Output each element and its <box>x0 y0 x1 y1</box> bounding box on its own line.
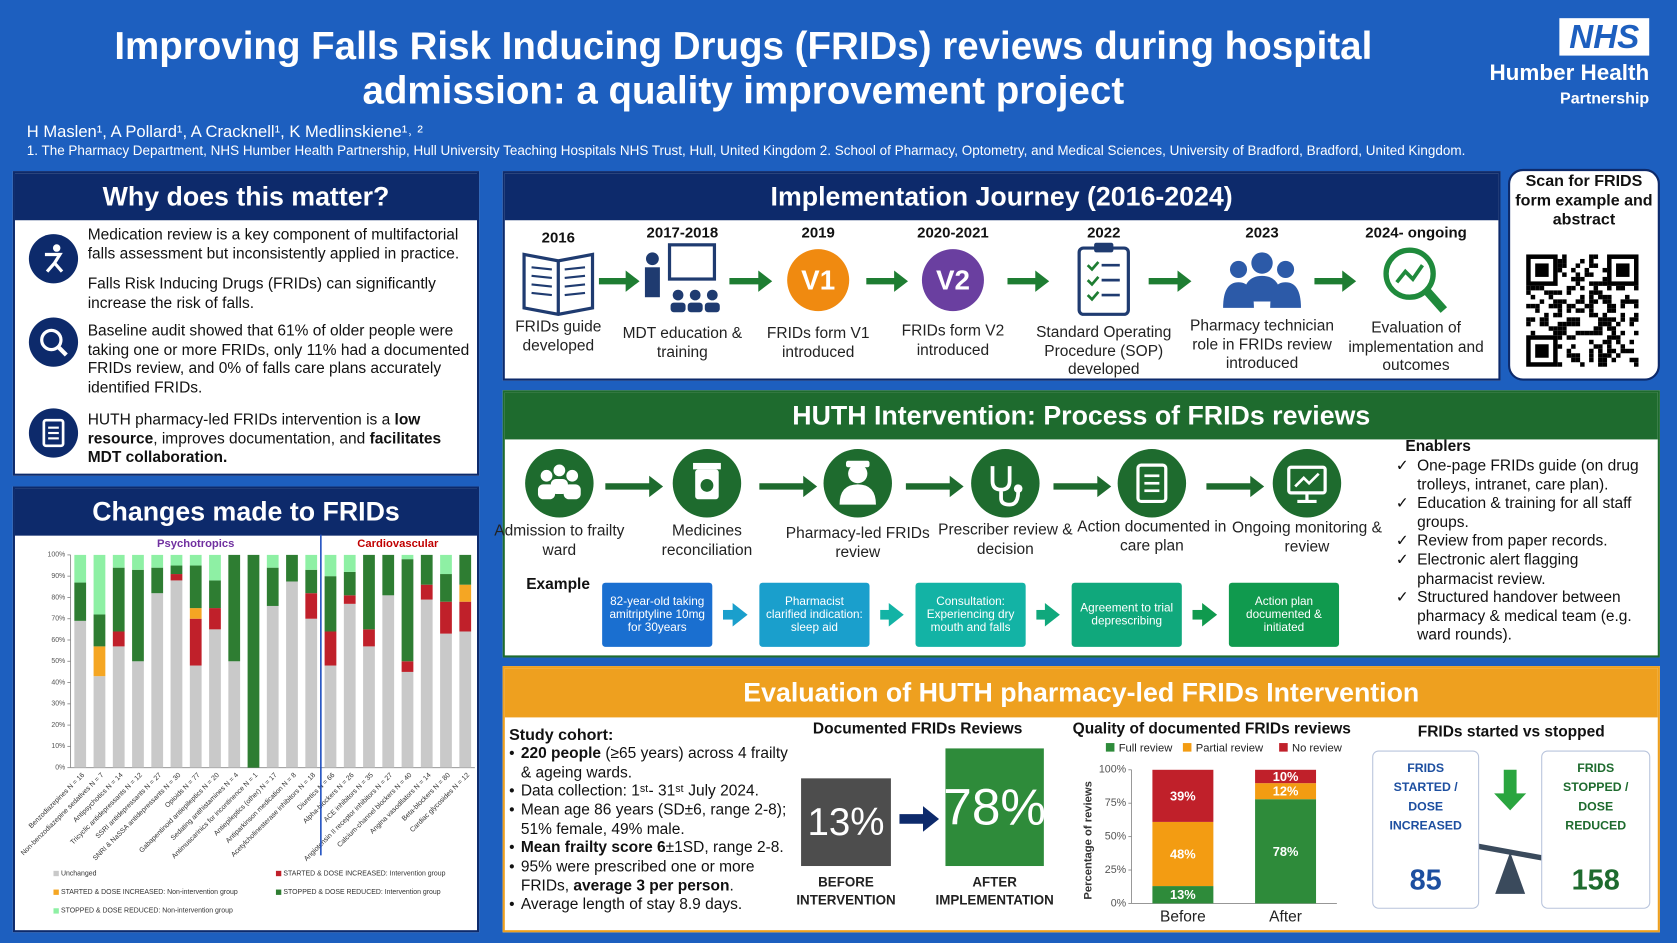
organisation: Partnership <box>1560 89 1650 108</box>
text-run: ±1SD, range 2-8. <box>665 839 784 857</box>
journey-year: 2019 <box>801 223 835 241</box>
bold-text: low resource <box>87 411 421 448</box>
cohort-item: Mean frailty score 6±1SD, range 2-8. <box>509 839 801 858</box>
why-item: HUTH pharmacy-led FRIDs intervention is … <box>88 412 473 468</box>
organisation: Humber Health <box>1489 60 1650 86</box>
enabler: Electronic alert flagging pharmacist rev… <box>1396 552 1654 589</box>
journey-year: 2016 <box>541 228 575 246</box>
started-box <box>1372 750 1480 909</box>
process-label: Prescriber review & decision <box>938 521 1073 558</box>
text-run: . <box>729 877 734 895</box>
stopped-count: 158 <box>1571 863 1620 896</box>
enabler: Review from paper records. <box>1396 532 1654 551</box>
before-box: 13% <box>801 778 891 867</box>
process-label: Action documented in care plan <box>1077 518 1227 555</box>
example-box: 82-year-old taking amitriptyline 10mg fo… <box>602 582 713 647</box>
documented-title: Documented FRIDs Reviews <box>812 720 1023 738</box>
stopped-label: FRIDS STOPPED / DOSE REDUCED <box>1563 762 1629 833</box>
example-box: Agreement to trial deprescribing <box>1071 582 1182 647</box>
why-item: Falls Risk Inducing Drugs (FRIDs) can si… <box>87 275 436 312</box>
text-run: , improves documentation, and <box>153 430 370 448</box>
panel-title: Evaluation of HUTH pharmacy-led FRIDs In… <box>504 668 1658 718</box>
journey-label: FRIDs guide developed <box>515 318 602 355</box>
panel-title: HUTH Intervention: Process of FRIDs revi… <box>504 392 1658 440</box>
enabler: Education & training for all staff group… <box>1396 495 1654 532</box>
bold-text: facilitates MDT collaboration. <box>87 430 442 467</box>
journey-label: Standard Operating Procedure (SOP) devel… <box>1036 323 1172 379</box>
journey-label: MDT education & training <box>622 325 743 361</box>
panel-title: Changes made to FRIDs <box>14 488 478 536</box>
process-label: Ongoing monitoring & review <box>1231 519 1382 556</box>
example-box: Action plan documented & initiated <box>1228 582 1340 647</box>
cohort-title: Study cohort: <box>509 725 614 745</box>
cohort-item: 95% were prescribed one or more FRIDs, a… <box>509 858 801 896</box>
cohort-item: Data collection: 1ˢᵗ- 31ˢᵗ July 2024. <box>509 783 801 802</box>
enabler: One-page FRIDs guide (on drug trolleys, … <box>1396 458 1654 495</box>
bold-text: average 3 per person <box>573 877 730 895</box>
why-item: Medication review is a key component of … <box>87 226 460 263</box>
journey-year: 2017-2018 <box>646 223 719 241</box>
bold-text: Mean frailty score 6 <box>520 839 666 857</box>
example-box: Consultation: Experiencing dry mouth and… <box>915 582 1026 647</box>
before-label: BEFORE INTERVENTION <box>796 874 896 908</box>
journey-label: Pharmacy technician role in FRIDs review… <box>1190 317 1335 373</box>
journey-label: Evaluation of implementation and outcome… <box>1348 319 1484 375</box>
panel-title: Implementation Journey (2016-2024) <box>504 173 1499 221</box>
process-label: Admission to frailty ward <box>494 522 625 559</box>
process-label: Medicines reconciliation <box>661 522 753 559</box>
journey-label: FRIDs form V1 introduced <box>766 325 870 361</box>
changes-panel: Changes made to FRIDs <box>12 486 480 933</box>
title-line: Improving Falls Risk Inducing Drugs (FRI… <box>114 23 1373 68</box>
authors: H Maslen¹, A Pollard¹, A Cracknell¹, K M… <box>26 122 423 142</box>
enablers-title: Enablers <box>1405 438 1471 456</box>
started-count: 85 <box>1409 863 1442 896</box>
journey-panel: Implementation Journey (2016-2024) <box>502 171 1501 381</box>
cohort-item: 220 people (≥65 years) across 4 frailty … <box>509 745 801 782</box>
journey-year: 2023 <box>1245 223 1279 241</box>
journey-year: 2022 <box>1087 223 1121 241</box>
after-label: AFTER IMPLEMENTATION <box>935 874 1054 908</box>
title-line: admission: a quality improvement project <box>362 68 1125 113</box>
started-stopped-title: FRIDs started vs stopped <box>1417 723 1605 741</box>
example-box: Pharmacist clarified indication: sleep a… <box>759 582 870 647</box>
journey-label: FRIDs form V2 introduced <box>901 322 1005 359</box>
started-label: FRIDS STARTED / DOSE INCREASED <box>1389 762 1462 833</box>
text-run: (≥65 years) across 4 frailty & ageing wa… <box>520 745 788 782</box>
why-item: Baseline audit showed that 61% of older … <box>87 322 470 397</box>
journey-year: 2024- ongoing <box>1365 223 1467 241</box>
after-box: 78% <box>943 748 1046 867</box>
stopped-box <box>1541 750 1651 909</box>
text-run: 95% were prescribed one or more FRIDs, <box>520 858 755 895</box>
example-label: Example <box>526 576 591 594</box>
process-label: Pharmacy-led FRIDs review <box>785 524 930 561</box>
qr-text: Scan for FRIDS form example and abstract <box>1515 172 1653 229</box>
cohort-item: Mean age 86 years (SD±6, range 2-8); 51%… <box>509 802 801 839</box>
bold-text: 220 people <box>520 745 602 763</box>
journey-year: 2020-2021 <box>917 223 989 241</box>
text-run: HUTH pharmacy-led FRIDs intervention is … <box>87 411 395 429</box>
cohort-item: Average length of stay 8.9 days. <box>509 896 801 915</box>
enabler: Structured handover between pharmacy & m… <box>1396 589 1654 645</box>
nhs-logo: NHS <box>1559 18 1650 56</box>
affiliations: 1. The Pharmacy Department, NHS Humber H… <box>26 143 1466 159</box>
panel-title: Why does this matter? <box>14 173 478 221</box>
why-panel: Why does this matter? <box>12 171 480 476</box>
